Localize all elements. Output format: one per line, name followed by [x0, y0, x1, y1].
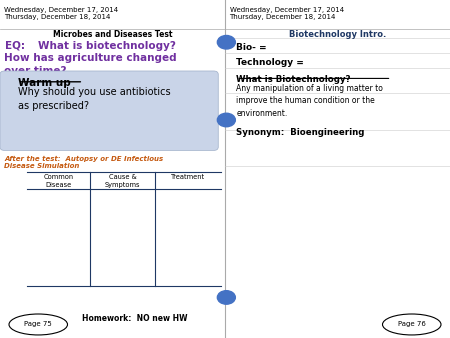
Ellipse shape [9, 314, 68, 335]
Text: Technology =: Technology = [236, 58, 304, 68]
Text: Page 75: Page 75 [24, 321, 52, 328]
Text: Any manipulation of a living matter to
improve the human condition or the
enviro: Any manipulation of a living matter to i… [236, 84, 383, 118]
Text: Biotechnology Intro.: Biotechnology Intro. [289, 30, 386, 40]
Text: After the test:  Autopsy or DE Infectious
Disease Simulation: After the test: Autopsy or DE Infectious… [4, 156, 164, 169]
Text: Cause &
Symptoms: Cause & Symptoms [105, 174, 140, 188]
Circle shape [217, 35, 235, 49]
Text: Bio- =: Bio- = [236, 43, 267, 52]
Text: How has agriculture changed: How has agriculture changed [4, 53, 177, 63]
Text: Wednesday, December 17, 2014: Wednesday, December 17, 2014 [4, 7, 119, 14]
Text: Homework:  NO new HW: Homework: NO new HW [82, 314, 188, 323]
Text: Common
Disease: Common Disease [44, 174, 73, 188]
Text: Microbes and Diseases Test: Microbes and Diseases Test [53, 30, 172, 40]
Text: Synonym:  Bioengineering: Synonym: Bioengineering [236, 128, 364, 138]
Text: Why should you use antibiotics
as prescribed?: Why should you use antibiotics as prescr… [18, 87, 171, 111]
Text: EQ:: EQ: [4, 41, 24, 51]
Text: What is biotechnology?: What is biotechnology? [38, 41, 176, 51]
Text: over time?: over time? [4, 66, 67, 76]
Text: Thursday, December 18, 2014: Thursday, December 18, 2014 [4, 14, 111, 20]
Text: Treatment: Treatment [171, 174, 205, 180]
Text: Warm up: Warm up [18, 78, 71, 89]
Text: Thursday, December 18, 2014: Thursday, December 18, 2014 [230, 14, 336, 20]
FancyBboxPatch shape [0, 71, 218, 150]
Text: What is Biotechnology?: What is Biotechnology? [236, 75, 351, 84]
Circle shape [217, 113, 235, 127]
Text: Page 76: Page 76 [398, 321, 426, 328]
Circle shape [217, 291, 235, 304]
Text: Wednesday, December 17, 2014: Wednesday, December 17, 2014 [230, 7, 344, 14]
Ellipse shape [382, 314, 441, 335]
